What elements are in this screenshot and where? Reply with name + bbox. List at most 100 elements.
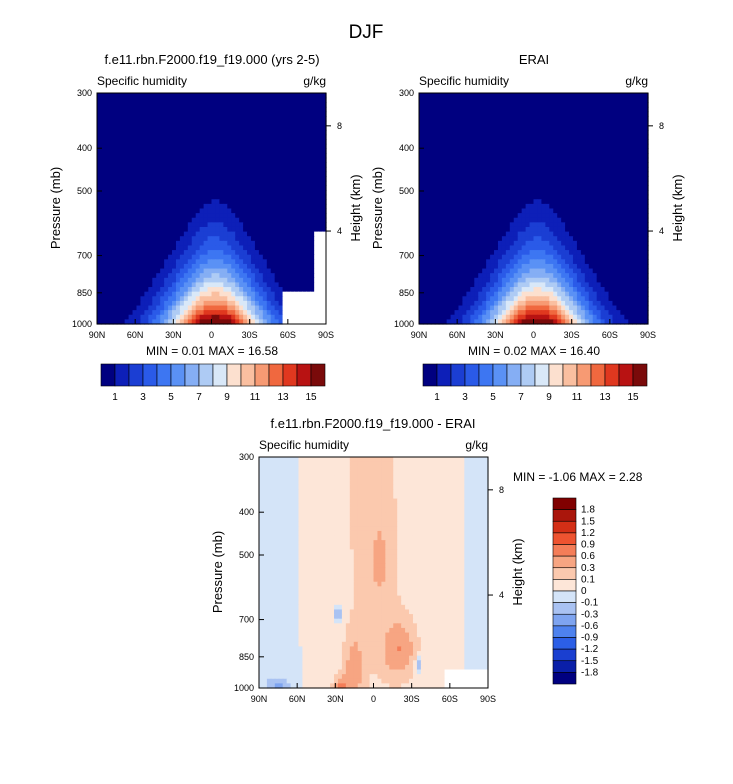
contour-cell — [274, 250, 280, 256]
contour-cell — [557, 250, 562, 256]
contour-cell — [175, 231, 181, 237]
contour-cell — [549, 129, 554, 136]
contour-cell — [616, 116, 621, 122]
contour-cell — [124, 157, 130, 163]
contour-cell — [266, 162, 272, 168]
contour-cell — [128, 282, 134, 288]
contour-cell — [541, 93, 546, 99]
contour-cell — [270, 296, 276, 302]
contour-cell — [553, 236, 558, 242]
contour-cell — [545, 250, 550, 256]
contour-cell — [470, 111, 475, 117]
contour-cell — [100, 263, 106, 270]
contour-cell — [175, 310, 181, 316]
contour-cell — [596, 208, 602, 214]
contour-cell — [231, 111, 236, 117]
contour-cell — [302, 282, 307, 288]
contour-cell — [314, 231, 319, 237]
contour-cell — [553, 208, 558, 214]
contour-cell — [112, 162, 118, 168]
contour-cell — [219, 208, 224, 214]
contour-cell — [616, 203, 621, 210]
contour-cell — [442, 231, 448, 237]
contour-cell — [262, 222, 268, 228]
contour-cell — [632, 213, 637, 219]
contour-cell — [306, 116, 311, 122]
contour-cell — [215, 166, 220, 173]
contour-cell — [446, 222, 452, 228]
contour-cell — [290, 148, 296, 154]
contour-cell — [258, 153, 264, 159]
contour-cell — [172, 250, 177, 256]
contour-cell — [446, 97, 452, 103]
contour-cell — [569, 125, 574, 131]
contour-cell — [290, 162, 296, 168]
contour-cell — [584, 194, 590, 200]
contour-cell — [247, 111, 252, 117]
contour-cell — [310, 245, 315, 251]
contour-cell — [199, 162, 205, 168]
contour-cell — [187, 203, 193, 210]
contour-cell — [160, 319, 165, 325]
contour-cell — [584, 120, 590, 126]
contour-cell — [517, 185, 523, 191]
contour-cell — [128, 268, 134, 274]
contour-cell — [270, 125, 276, 131]
contour-cell — [243, 125, 248, 131]
contour-cell — [497, 157, 503, 163]
contour-cell — [274, 116, 280, 122]
contour-cell — [286, 199, 292, 205]
contour-cell — [207, 180, 213, 186]
contour-cell — [565, 217, 570, 223]
contour-cell — [148, 231, 153, 237]
contour-cell — [322, 259, 327, 265]
contour-cell — [322, 217, 327, 223]
contour-cell — [207, 254, 213, 260]
contour-cell — [494, 134, 499, 140]
contour-cell — [140, 245, 145, 251]
contour-cell — [310, 305, 315, 311]
contour-cell — [108, 157, 114, 163]
contour-cell — [438, 171, 444, 177]
contour-cell — [124, 199, 130, 205]
contour-cell — [254, 116, 260, 122]
contour-cell — [108, 217, 114, 223]
contour-cell — [442, 222, 448, 228]
contour-cell — [140, 190, 145, 196]
contour-cell — [537, 176, 542, 182]
contour-cell — [478, 185, 483, 191]
contour-cell — [183, 240, 189, 247]
contour-cell — [219, 213, 224, 219]
contour-cell — [600, 171, 606, 177]
contour-cell — [187, 171, 193, 177]
contour-cell — [636, 143, 641, 150]
contour-cell — [227, 134, 232, 140]
contour-cell — [640, 236, 645, 242]
contour-cell — [592, 250, 598, 256]
contour-cell — [258, 129, 264, 136]
contour-cell — [490, 97, 495, 103]
contour-cell — [636, 180, 641, 186]
contour-cell — [100, 254, 106, 260]
contour-cell — [239, 236, 244, 242]
contour-cell — [231, 176, 236, 182]
contour-cell — [164, 222, 169, 228]
contour-cell — [302, 310, 307, 316]
contour-cell — [100, 287, 106, 293]
contour-cell — [219, 296, 224, 302]
contour-cell — [227, 296, 232, 302]
contour-cell — [302, 277, 307, 284]
contour-cell — [450, 162, 456, 168]
contour-cell — [211, 129, 217, 136]
contour-cell — [270, 254, 276, 260]
contour-cell — [286, 93, 292, 99]
contour-cell — [116, 314, 122, 320]
contour-cell — [112, 291, 118, 297]
contour-cell — [286, 120, 292, 126]
contour-cell — [175, 268, 181, 274]
contour-cell — [490, 236, 495, 242]
contour-cell — [254, 166, 260, 173]
contour-cell — [235, 268, 240, 274]
contour-cell — [624, 157, 629, 163]
contour-cell — [572, 157, 578, 163]
